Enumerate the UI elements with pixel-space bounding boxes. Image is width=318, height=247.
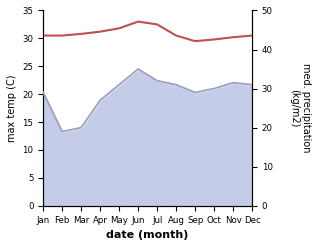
Y-axis label: max temp (C): max temp (C) [7,74,17,142]
X-axis label: date (month): date (month) [107,230,189,240]
Y-axis label: med. precipitation
(kg/m2): med. precipitation (kg/m2) [289,63,311,153]
